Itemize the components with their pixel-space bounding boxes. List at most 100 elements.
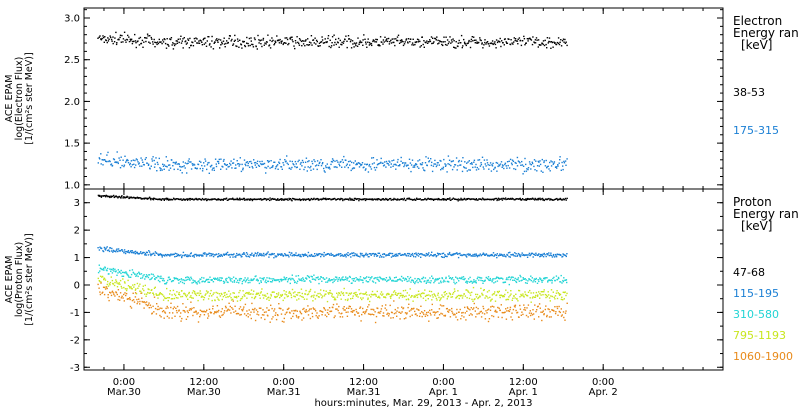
proton-point	[497, 316, 500, 318]
proton-point	[199, 309, 202, 311]
proton-point	[487, 278, 489, 280]
electron-point	[173, 43, 175, 45]
proton-point	[112, 267, 114, 270]
proton-point	[536, 309, 538, 311]
proton-point	[207, 313, 209, 315]
electron-point	[379, 36, 382, 38]
electron-point	[118, 39, 120, 41]
x-axis-label: hours:minutes, Mar. 29, 2013 - Apr. 2, 2…	[314, 398, 532, 409]
proton-point	[104, 288, 107, 290]
electron-point	[223, 43, 226, 45]
electron-point	[107, 151, 109, 154]
electron-point	[225, 168, 228, 170]
proton-point	[467, 197, 470, 200]
proton-point	[129, 250, 132, 253]
proton-point	[322, 277, 324, 279]
proton-point	[419, 253, 421, 255]
proton-point	[194, 311, 196, 313]
proton-point	[441, 294, 443, 296]
electron-point	[424, 162, 427, 164]
proton-point	[258, 282, 261, 285]
proton-point	[538, 316, 540, 318]
proton-point	[441, 313, 444, 315]
electron-point	[513, 168, 515, 170]
proton-point	[301, 280, 303, 282]
electron-point	[466, 162, 468, 164]
proton-point	[229, 279, 231, 281]
electron-point	[157, 163, 159, 166]
electron-point	[505, 41, 507, 43]
proton-point	[168, 317, 170, 319]
electron-point	[211, 35, 213, 38]
electron-point	[100, 39, 103, 41]
proton-point	[348, 292, 351, 295]
proton-point	[399, 295, 401, 297]
proton-point	[426, 281, 428, 283]
proton-point	[237, 198, 239, 201]
electron-point	[244, 163, 246, 165]
proton-point	[553, 256, 556, 258]
proton-point	[125, 292, 128, 295]
proton-point	[199, 315, 201, 318]
proton-point	[494, 197, 496, 200]
electron-point	[327, 37, 329, 40]
electron-point	[398, 42, 401, 44]
proton-point	[471, 298, 473, 301]
proton-point	[348, 275, 351, 278]
electron-point	[201, 164, 203, 167]
proton-point	[367, 281, 370, 283]
proton-point	[353, 277, 355, 280]
proton-point	[109, 291, 111, 294]
electron-point	[446, 39, 449, 41]
electron-point	[230, 40, 232, 42]
electron-point	[261, 45, 263, 48]
proton-point	[562, 291, 564, 293]
proton-point	[298, 198, 301, 200]
proton-point	[117, 283, 119, 285]
electron-point	[182, 161, 184, 163]
proton-point	[239, 314, 241, 316]
electron-point	[231, 167, 233, 169]
proton-point	[560, 274, 562, 277]
electron-point	[246, 161, 248, 163]
proton-point	[274, 198, 276, 200]
proton-point	[382, 312, 385, 314]
proton-point	[339, 255, 342, 257]
proton-point	[278, 303, 280, 305]
proton-point	[170, 302, 172, 304]
proton-point	[379, 312, 381, 314]
proton-point	[179, 278, 181, 281]
proton-point	[229, 295, 231, 297]
proton-point	[130, 250, 132, 252]
proton-point	[561, 199, 564, 201]
proton-point	[534, 278, 537, 281]
proton-point	[506, 307, 509, 309]
electron-point	[322, 42, 325, 44]
proton-point	[223, 198, 225, 200]
proton-point	[146, 251, 148, 254]
proton-point	[194, 198, 196, 200]
proton-point	[143, 301, 145, 303]
proton-point	[493, 306, 495, 308]
proton-point	[565, 255, 567, 258]
electron-point	[98, 157, 100, 159]
proton-point	[374, 311, 376, 313]
proton-point	[396, 254, 398, 257]
electron-point	[98, 36, 100, 38]
electron-point	[520, 44, 523, 47]
electron-point	[298, 44, 301, 46]
proton-point	[185, 279, 188, 281]
proton-point	[203, 296, 206, 299]
electron-point	[124, 39, 126, 41]
proton-point	[99, 246, 101, 248]
proton-point	[359, 306, 362, 308]
proton-point	[267, 251, 269, 253]
proton-point	[402, 290, 405, 292]
proton-point	[466, 289, 468, 291]
proton-point	[308, 310, 310, 312]
electron-point	[407, 41, 409, 43]
xtick-label-time: 0:00	[592, 377, 614, 388]
electron-point	[237, 163, 240, 165]
electron-point	[343, 40, 345, 43]
electron-point	[385, 39, 387, 41]
